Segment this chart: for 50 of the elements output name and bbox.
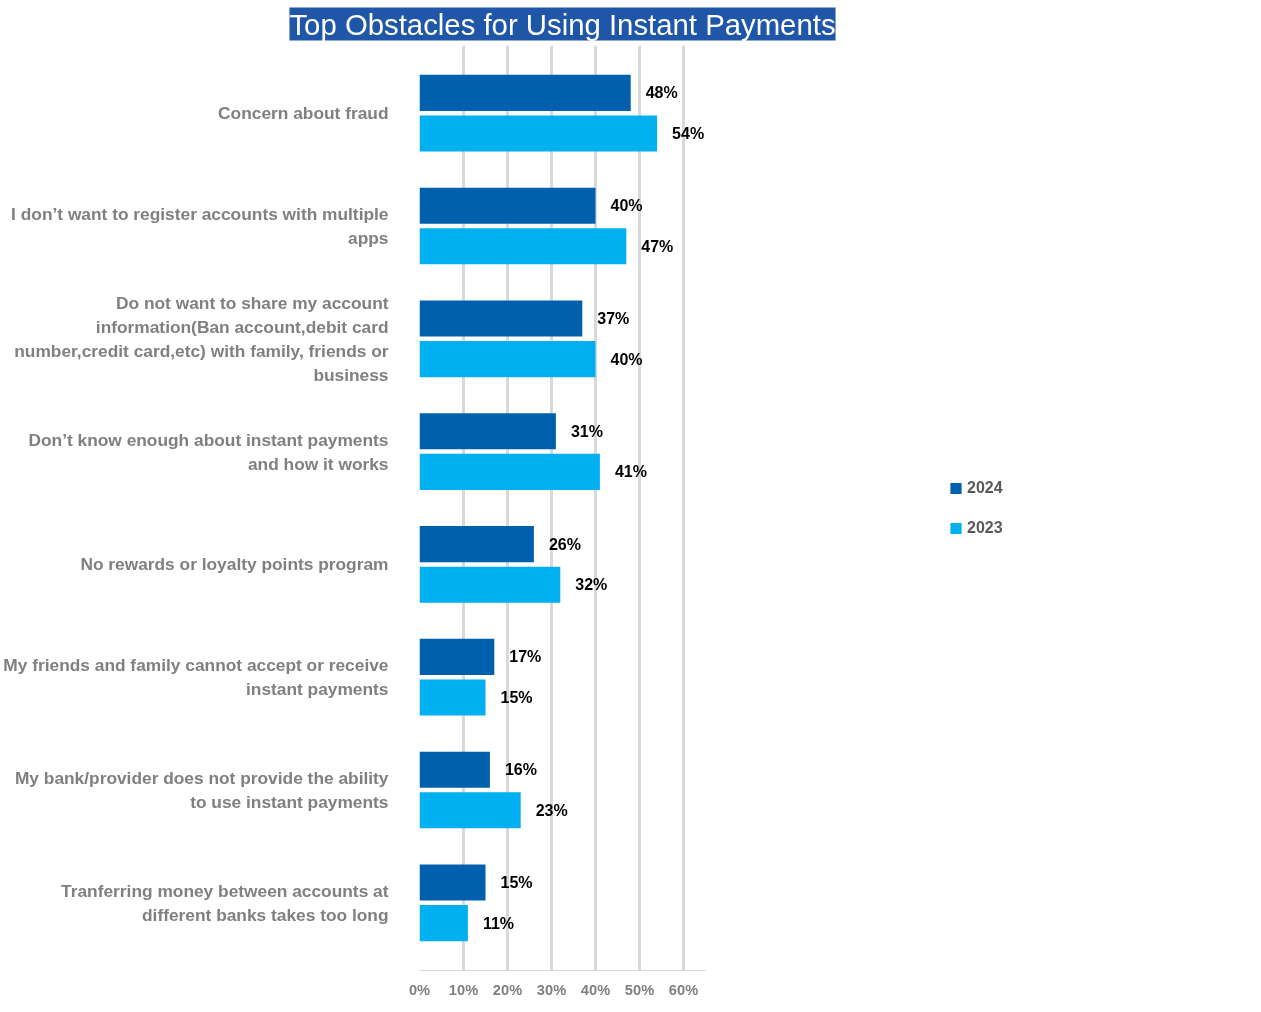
x-tick-label: 40% — [580, 981, 611, 998]
data-label: 54% — [672, 124, 705, 142]
bar — [419, 566, 561, 603]
bar — [419, 187, 596, 224]
y-tick-label: I don’t want to register accounts with multiple apps — [11, 203, 389, 248]
data-label: 40% — [610, 350, 643, 368]
y-tick-label: Do not want to share my account information(Ban account,debit card number,credit card,etc) with family, friends or business — [14, 292, 389, 385]
chart-title: Top Obstacles for Using Instant Payments — [289, 7, 836, 41]
y-tick-label: Concern about fraud — [218, 103, 389, 124]
bar — [419, 300, 583, 337]
bar — [419, 864, 486, 901]
data-label: 32% — [575, 576, 608, 594]
x-tick-label: 20% — [492, 981, 523, 998]
data-label: 37% — [597, 309, 630, 327]
bar — [419, 74, 631, 111]
bar — [419, 526, 534, 563]
bar — [419, 679, 486, 716]
bar — [419, 751, 490, 788]
y-tick-label: Don’t know enough about instant payments and how it works — [28, 429, 389, 474]
bar — [419, 228, 627, 265]
data-label: 48% — [645, 84, 678, 102]
data-label: 15% — [500, 689, 533, 707]
data-label: 16% — [504, 761, 537, 779]
x-tick-label: 50% — [624, 981, 655, 998]
x-tick-label: 30% — [536, 981, 567, 998]
x-tick-label: 0% — [408, 981, 431, 998]
data-label: 15% — [500, 874, 533, 892]
y-tick-label: Tranferring money between accounts at different banks takes too long — [61, 880, 389, 925]
bar — [419, 413, 556, 450]
bar — [419, 115, 658, 152]
data-label: 40% — [610, 197, 643, 215]
bar — [419, 792, 521, 829]
data-label: 26% — [548, 535, 581, 553]
data-label: 31% — [570, 422, 603, 440]
data-label: 17% — [509, 648, 542, 666]
legend-label: 2024 — [967, 478, 1004, 497]
data-label: 11% — [482, 914, 515, 932]
legend-label: 2023 — [967, 518, 1004, 537]
x-tick-label: 60% — [668, 981, 699, 998]
bar — [419, 453, 600, 490]
data-label: 23% — [535, 801, 568, 819]
bar — [419, 905, 468, 942]
x-tick-label: 10% — [448, 981, 479, 998]
y-tick-label: My bank/provider does not provide the ability to use instant payments — [14, 768, 389, 813]
y-tick-label: No rewards or loyalty points program — [80, 554, 389, 575]
bar — [419, 638, 495, 675]
data-label: 47% — [641, 237, 674, 255]
y-tick-label: My friends and family cannot accept or receive instant payments — [3, 655, 389, 700]
data-label: 41% — [614, 463, 647, 481]
bar — [419, 341, 596, 378]
